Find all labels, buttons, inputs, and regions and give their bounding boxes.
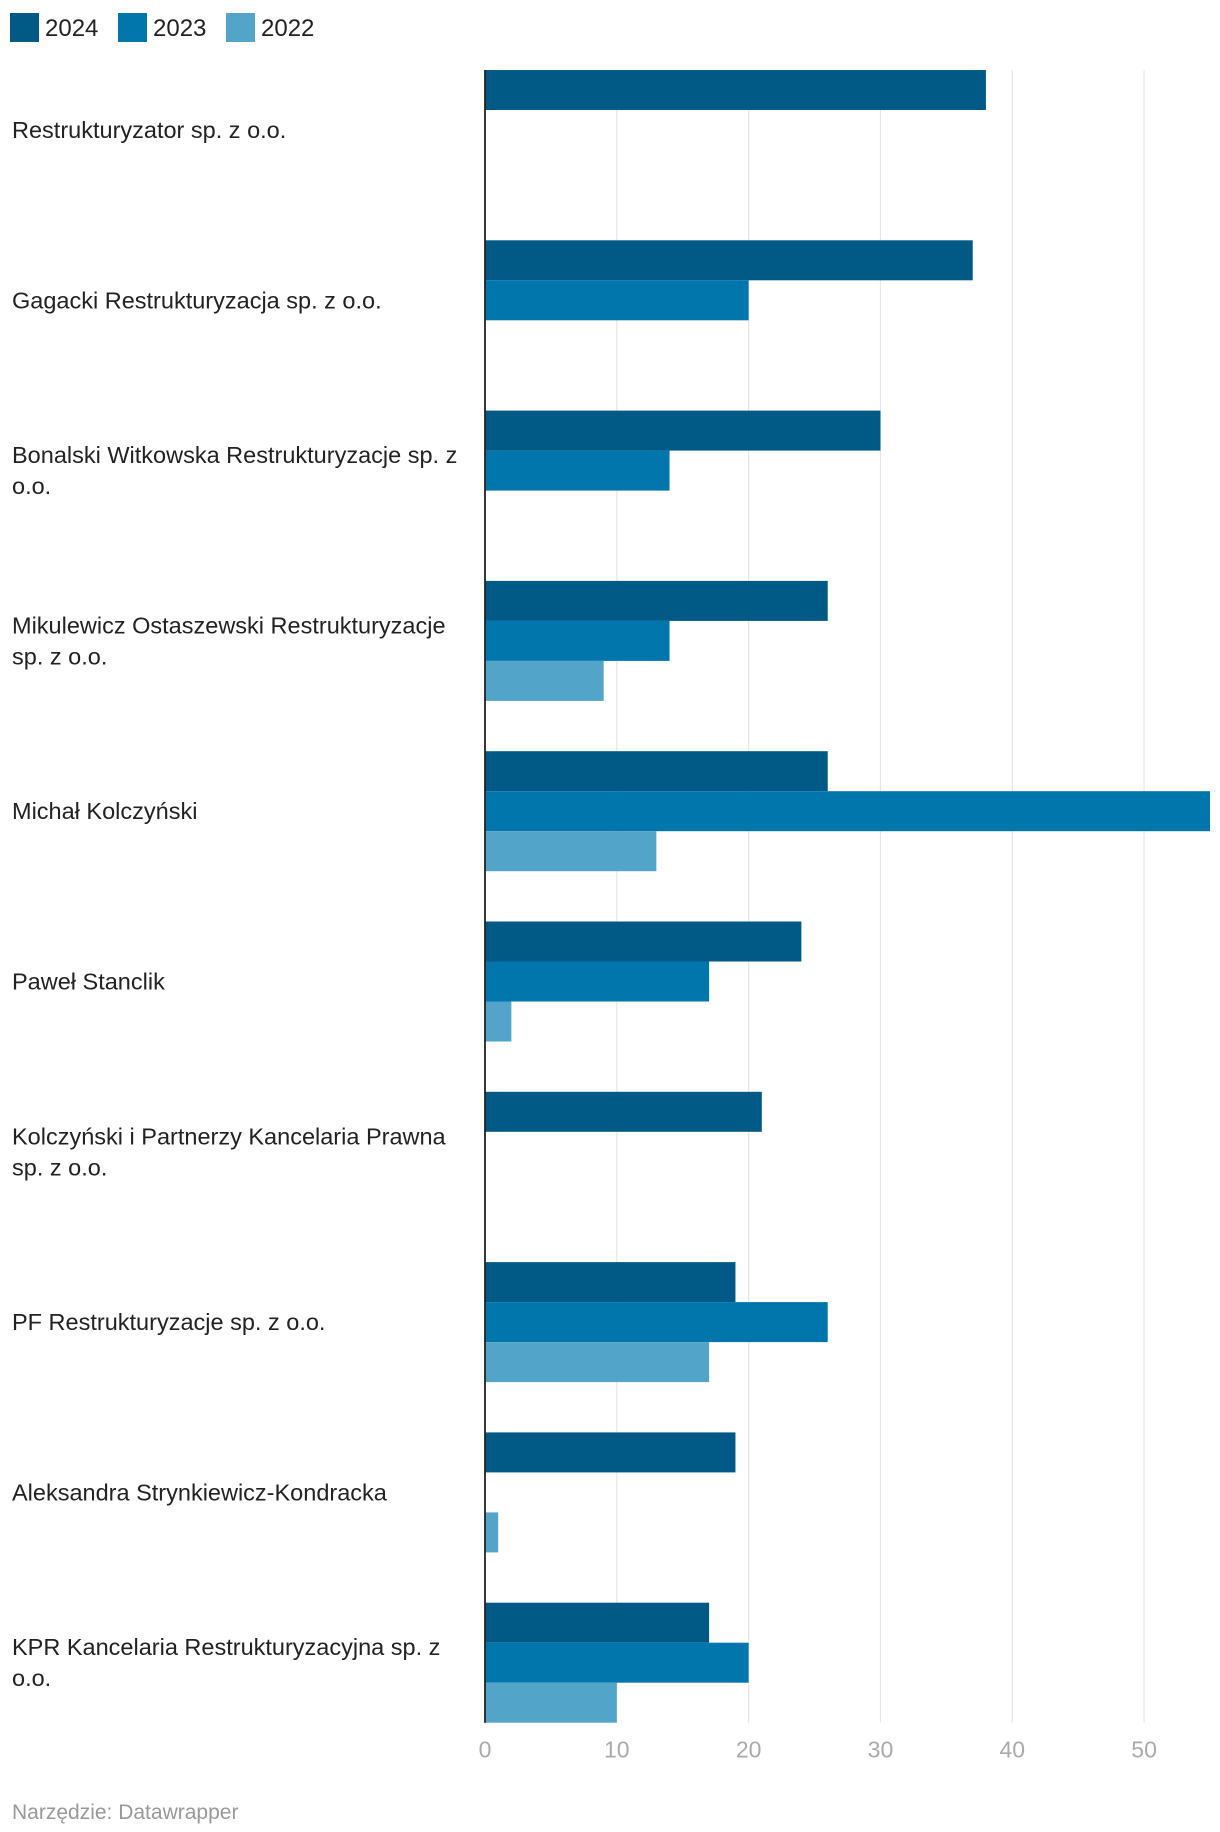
bar-2023-3 (485, 450, 670, 491)
bar-2023-6 (485, 961, 710, 1002)
category-label-7: Kolczyński i Partnerzy Kancelaria Prawna… (12, 1123, 447, 1180)
bar-2022-9 (485, 1512, 499, 1553)
chart-bars (485, 70, 1210, 1723)
category-label-2: Gagacki Restrukturyzacja sp. z o.o. (12, 287, 382, 313)
category-label-9: Aleksandra Strynkiewicz-Kondracka (12, 1479, 388, 1505)
bar-2022-10 (485, 1682, 617, 1723)
legend-swatch-2023 (118, 13, 147, 42)
x-tick-40: 40 (999, 1737, 1025, 1763)
category-label-6: Paweł Stanclik (12, 969, 165, 995)
bar-2023-8 (485, 1302, 828, 1343)
bar-2023-4 (485, 620, 670, 661)
category-label-8: PF Restrukturyzacje sp. z o.o. (12, 1309, 325, 1335)
legend-label-2022: 2022 (261, 15, 314, 42)
category-label-5: Michał Kolczyński (12, 798, 197, 824)
category-label-4: Mikulewicz Ostaszewski Restrukturyzacje s… (12, 612, 446, 669)
bar-2024-9 (485, 1432, 736, 1473)
bar-2022-8 (485, 1342, 710, 1383)
x-tick-10: 10 (604, 1737, 630, 1763)
category-label-1: Restrukturyzator sp. z o.o. (12, 117, 286, 143)
bar-2024-3 (485, 410, 881, 451)
bar-2024-6 (485, 921, 802, 962)
bar-2024-1 (485, 70, 986, 110)
x-tick-20: 20 (736, 1737, 762, 1763)
bar-2024-2 (485, 240, 973, 281)
bar-2024-7 (485, 1091, 762, 1132)
bar-2024-10 (485, 1602, 710, 1643)
source-credit: Narzędzie: Datawrapper (12, 1801, 238, 1824)
bar-2023-10 (485, 1642, 749, 1683)
x-tick-50: 50 (1131, 1737, 1157, 1763)
x-tick-30: 30 (868, 1737, 894, 1763)
bar-2023-5 (485, 791, 1210, 832)
legend-swatch-2022 (226, 13, 255, 42)
category-label-3: Bonalski Witkowska Restrukturyzacje sp. … (12, 442, 457, 499)
x-tick-0: 0 (479, 1737, 492, 1763)
chart-legend: 2024 2023 2022 (10, 13, 314, 42)
bar-2023-2 (485, 280, 749, 321)
bar-2024-8 (485, 1262, 736, 1303)
x-axis-ticks: 0 10 20 30 40 50 (479, 1737, 1157, 1763)
legend-swatch-2024 (10, 13, 39, 42)
bar-2022-4 (485, 660, 604, 701)
legend-label-2023: 2023 (153, 15, 206, 42)
category-labels: Restrukturyzator sp. z o.o. Gagacki Restr… (12, 117, 457, 1691)
bar-2024-5 (485, 751, 828, 792)
bar-2022-5 (485, 831, 657, 872)
bar-2022-6 (485, 1001, 512, 1042)
bar-2024-4 (485, 580, 828, 621)
legend-label-2024: 2024 (45, 15, 98, 42)
